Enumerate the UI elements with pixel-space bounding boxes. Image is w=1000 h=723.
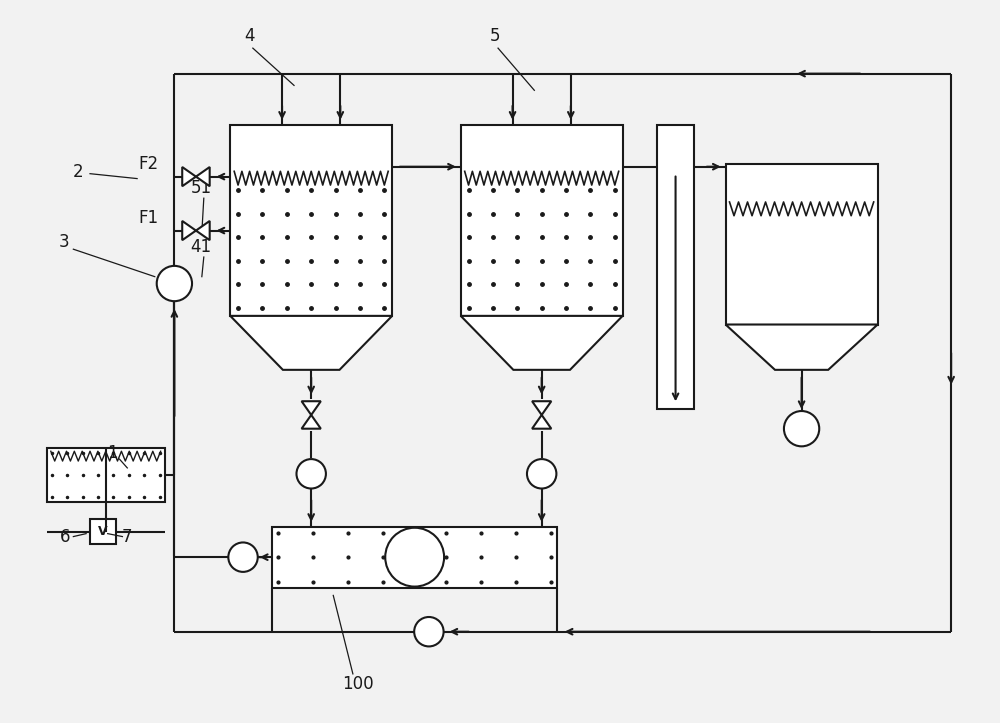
Text: 5: 5 [490,27,500,46]
Circle shape [296,459,326,489]
Polygon shape [196,221,210,240]
Bar [726,164,878,325]
Text: F2: F2 [139,155,159,173]
Text: 4: 4 [245,27,255,46]
Circle shape [385,528,444,586]
Polygon shape [532,415,551,429]
Circle shape [228,542,258,572]
Polygon shape [182,167,196,187]
Text: 7: 7 [122,528,133,546]
Text: 100: 100 [342,675,374,693]
Text: F1: F1 [139,209,159,227]
Polygon shape [302,401,321,415]
Polygon shape [302,415,321,429]
Circle shape [157,266,192,301]
Polygon shape [230,316,392,370]
Text: V: V [98,525,108,538]
Text: 41: 41 [190,239,211,256]
Bar [657,124,694,409]
Polygon shape [532,401,551,415]
Bar [230,124,392,316]
Text: 6: 6 [60,528,71,546]
Text: 1: 1 [107,444,118,462]
Polygon shape [196,167,210,187]
Bar [461,124,623,316]
Circle shape [784,411,819,446]
Polygon shape [461,316,623,370]
Text: 3: 3 [58,234,69,252]
Bar [272,527,557,588]
Polygon shape [182,221,196,240]
Bar [90,519,116,544]
Text: 2: 2 [73,163,84,181]
Circle shape [414,617,444,646]
Circle shape [527,459,556,489]
Polygon shape [726,325,878,370]
Text: 51: 51 [190,179,211,197]
Bar [47,448,165,502]
